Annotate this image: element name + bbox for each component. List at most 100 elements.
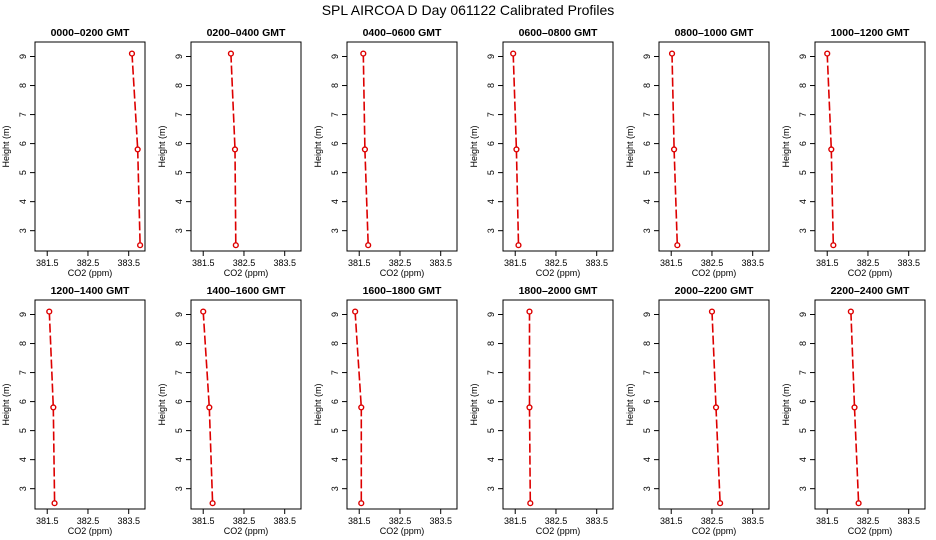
- y-tick-label: 4: [174, 199, 184, 204]
- x-tick-label: 381.5: [660, 516, 683, 526]
- y-tick-label: 3: [642, 486, 652, 491]
- series-line: [230, 53, 237, 246]
- y-tick-label: 3: [486, 486, 496, 491]
- y-tick-label: 7: [174, 370, 184, 375]
- data-point: [209, 500, 216, 507]
- y-tick-label: 6: [798, 141, 808, 146]
- y-axis-label: Height (m): [781, 125, 791, 167]
- data-point: [527, 500, 534, 507]
- x-tick-label: 382.5: [545, 516, 568, 526]
- panel-title: 1600–1800 GMT: [363, 285, 442, 297]
- y-tick-label: 7: [18, 370, 28, 375]
- y-tick-label: 9: [18, 312, 28, 317]
- y-axis-label: Height (m): [625, 125, 635, 167]
- y-tick-label: 4: [798, 457, 808, 462]
- y-tick-label: 8: [330, 83, 340, 88]
- y-tick-label: 5: [642, 170, 652, 175]
- x-tick-label: 381.5: [816, 258, 839, 268]
- y-tick-label: 7: [18, 112, 28, 117]
- y-tick-label: 8: [18, 341, 28, 346]
- y-tick-label: 9: [642, 54, 652, 59]
- x-tick-label: 383.5: [897, 516, 920, 526]
- panel-frame: [502, 41, 614, 252]
- panel-frame: [34, 41, 146, 252]
- x-axis-label: CO2 (ppm): [224, 526, 269, 536]
- x-tick-label: 382.5: [233, 258, 256, 268]
- panel-title: 0800–1000 GMT: [675, 27, 754, 39]
- y-tick-label: 7: [798, 370, 808, 375]
- series-line: [48, 311, 56, 504]
- y-tick-label: 7: [330, 370, 340, 375]
- y-tick-label: 3: [486, 228, 496, 233]
- x-tick-label: 382.5: [233, 516, 256, 526]
- data-point: [134, 146, 141, 153]
- y-axis-label: Height (m): [625, 383, 635, 425]
- y-tick-label: 3: [174, 228, 184, 233]
- data-point: [51, 500, 58, 507]
- y-tick-label: 6: [642, 141, 652, 146]
- x-tick-label: 383.5: [273, 258, 296, 268]
- panel-frame: [190, 299, 302, 510]
- y-tick-label: 8: [642, 83, 652, 88]
- series-line: [512, 53, 520, 246]
- y-tick-label: 9: [798, 54, 808, 59]
- data-point: [227, 50, 235, 57]
- x-tick-label: 382.5: [701, 516, 724, 526]
- y-tick-label: 7: [798, 112, 808, 117]
- x-tick-label: 381.5: [36, 258, 59, 268]
- data-point: [510, 50, 517, 57]
- y-tick-label: 5: [642, 428, 652, 433]
- x-tick-label: 383.5: [117, 258, 140, 268]
- data-point: [526, 308, 533, 315]
- data-point: [231, 146, 239, 153]
- y-tick-label: 5: [486, 170, 496, 175]
- y-axis-label: Height (m): [313, 125, 323, 167]
- y-tick-label: 8: [330, 341, 340, 346]
- data-point: [828, 146, 835, 153]
- panel-frame: [346, 41, 458, 252]
- panel-title: 0000–0200 GMT: [51, 27, 130, 39]
- data-point: [206, 404, 213, 411]
- y-tick-label: 4: [798, 199, 808, 204]
- y-axis-label: Height (m): [1, 383, 11, 425]
- data-point: [830, 242, 837, 249]
- y-tick-label: 9: [174, 312, 184, 317]
- y-tick-label: 8: [18, 83, 28, 88]
- y-tick-label: 3: [798, 228, 808, 233]
- y-tick-label: 9: [486, 312, 496, 317]
- data-point: [352, 308, 359, 315]
- x-axis-label: CO2 (ppm): [848, 526, 893, 536]
- series-line: [131, 53, 141, 246]
- x-tick-label: 383.5: [585, 516, 608, 526]
- y-tick-label: 9: [642, 312, 652, 317]
- panel-title: 1800–2000 GMT: [519, 285, 598, 297]
- y-tick-label: 4: [486, 199, 496, 204]
- y-tick-label: 8: [174, 83, 184, 88]
- y-tick-label: 3: [18, 228, 28, 233]
- series-line: [850, 311, 860, 504]
- y-tick-label: 9: [330, 54, 340, 59]
- x-tick-label: 382.5: [701, 258, 724, 268]
- series-line: [671, 53, 679, 246]
- y-tick-label: 9: [18, 54, 28, 59]
- panel-title: 1000–1200 GMT: [831, 27, 910, 39]
- data-point: [137, 242, 144, 249]
- x-tick-label: 382.5: [77, 258, 100, 268]
- x-tick-label: 381.5: [36, 516, 59, 526]
- series-line: [362, 53, 369, 246]
- panel-11: 2000–2200 GMT 381.5 382.5 383.5 3 4 5 6 7 8 9 CO2 (…: [625, 285, 770, 536]
- x-axis-label: CO2 (ppm): [224, 268, 269, 278]
- panel-5: 0800–1000 GMT 381.5 382.5 383.5 3 4 5 6 7 8 9 CO2 (…: [625, 27, 770, 278]
- y-tick-label: 7: [642, 112, 652, 117]
- panel-title: 0400–0600 GMT: [363, 27, 442, 39]
- data-point: [851, 404, 858, 411]
- series-line: [826, 53, 835, 246]
- x-tick-label: 383.5: [741, 258, 764, 268]
- y-axis-label: Height (m): [781, 383, 791, 425]
- y-tick-label: 8: [486, 341, 496, 346]
- data-point: [526, 404, 533, 411]
- x-tick-label: 381.5: [192, 258, 215, 268]
- x-tick-label: 382.5: [389, 516, 412, 526]
- x-tick-label: 383.5: [429, 516, 452, 526]
